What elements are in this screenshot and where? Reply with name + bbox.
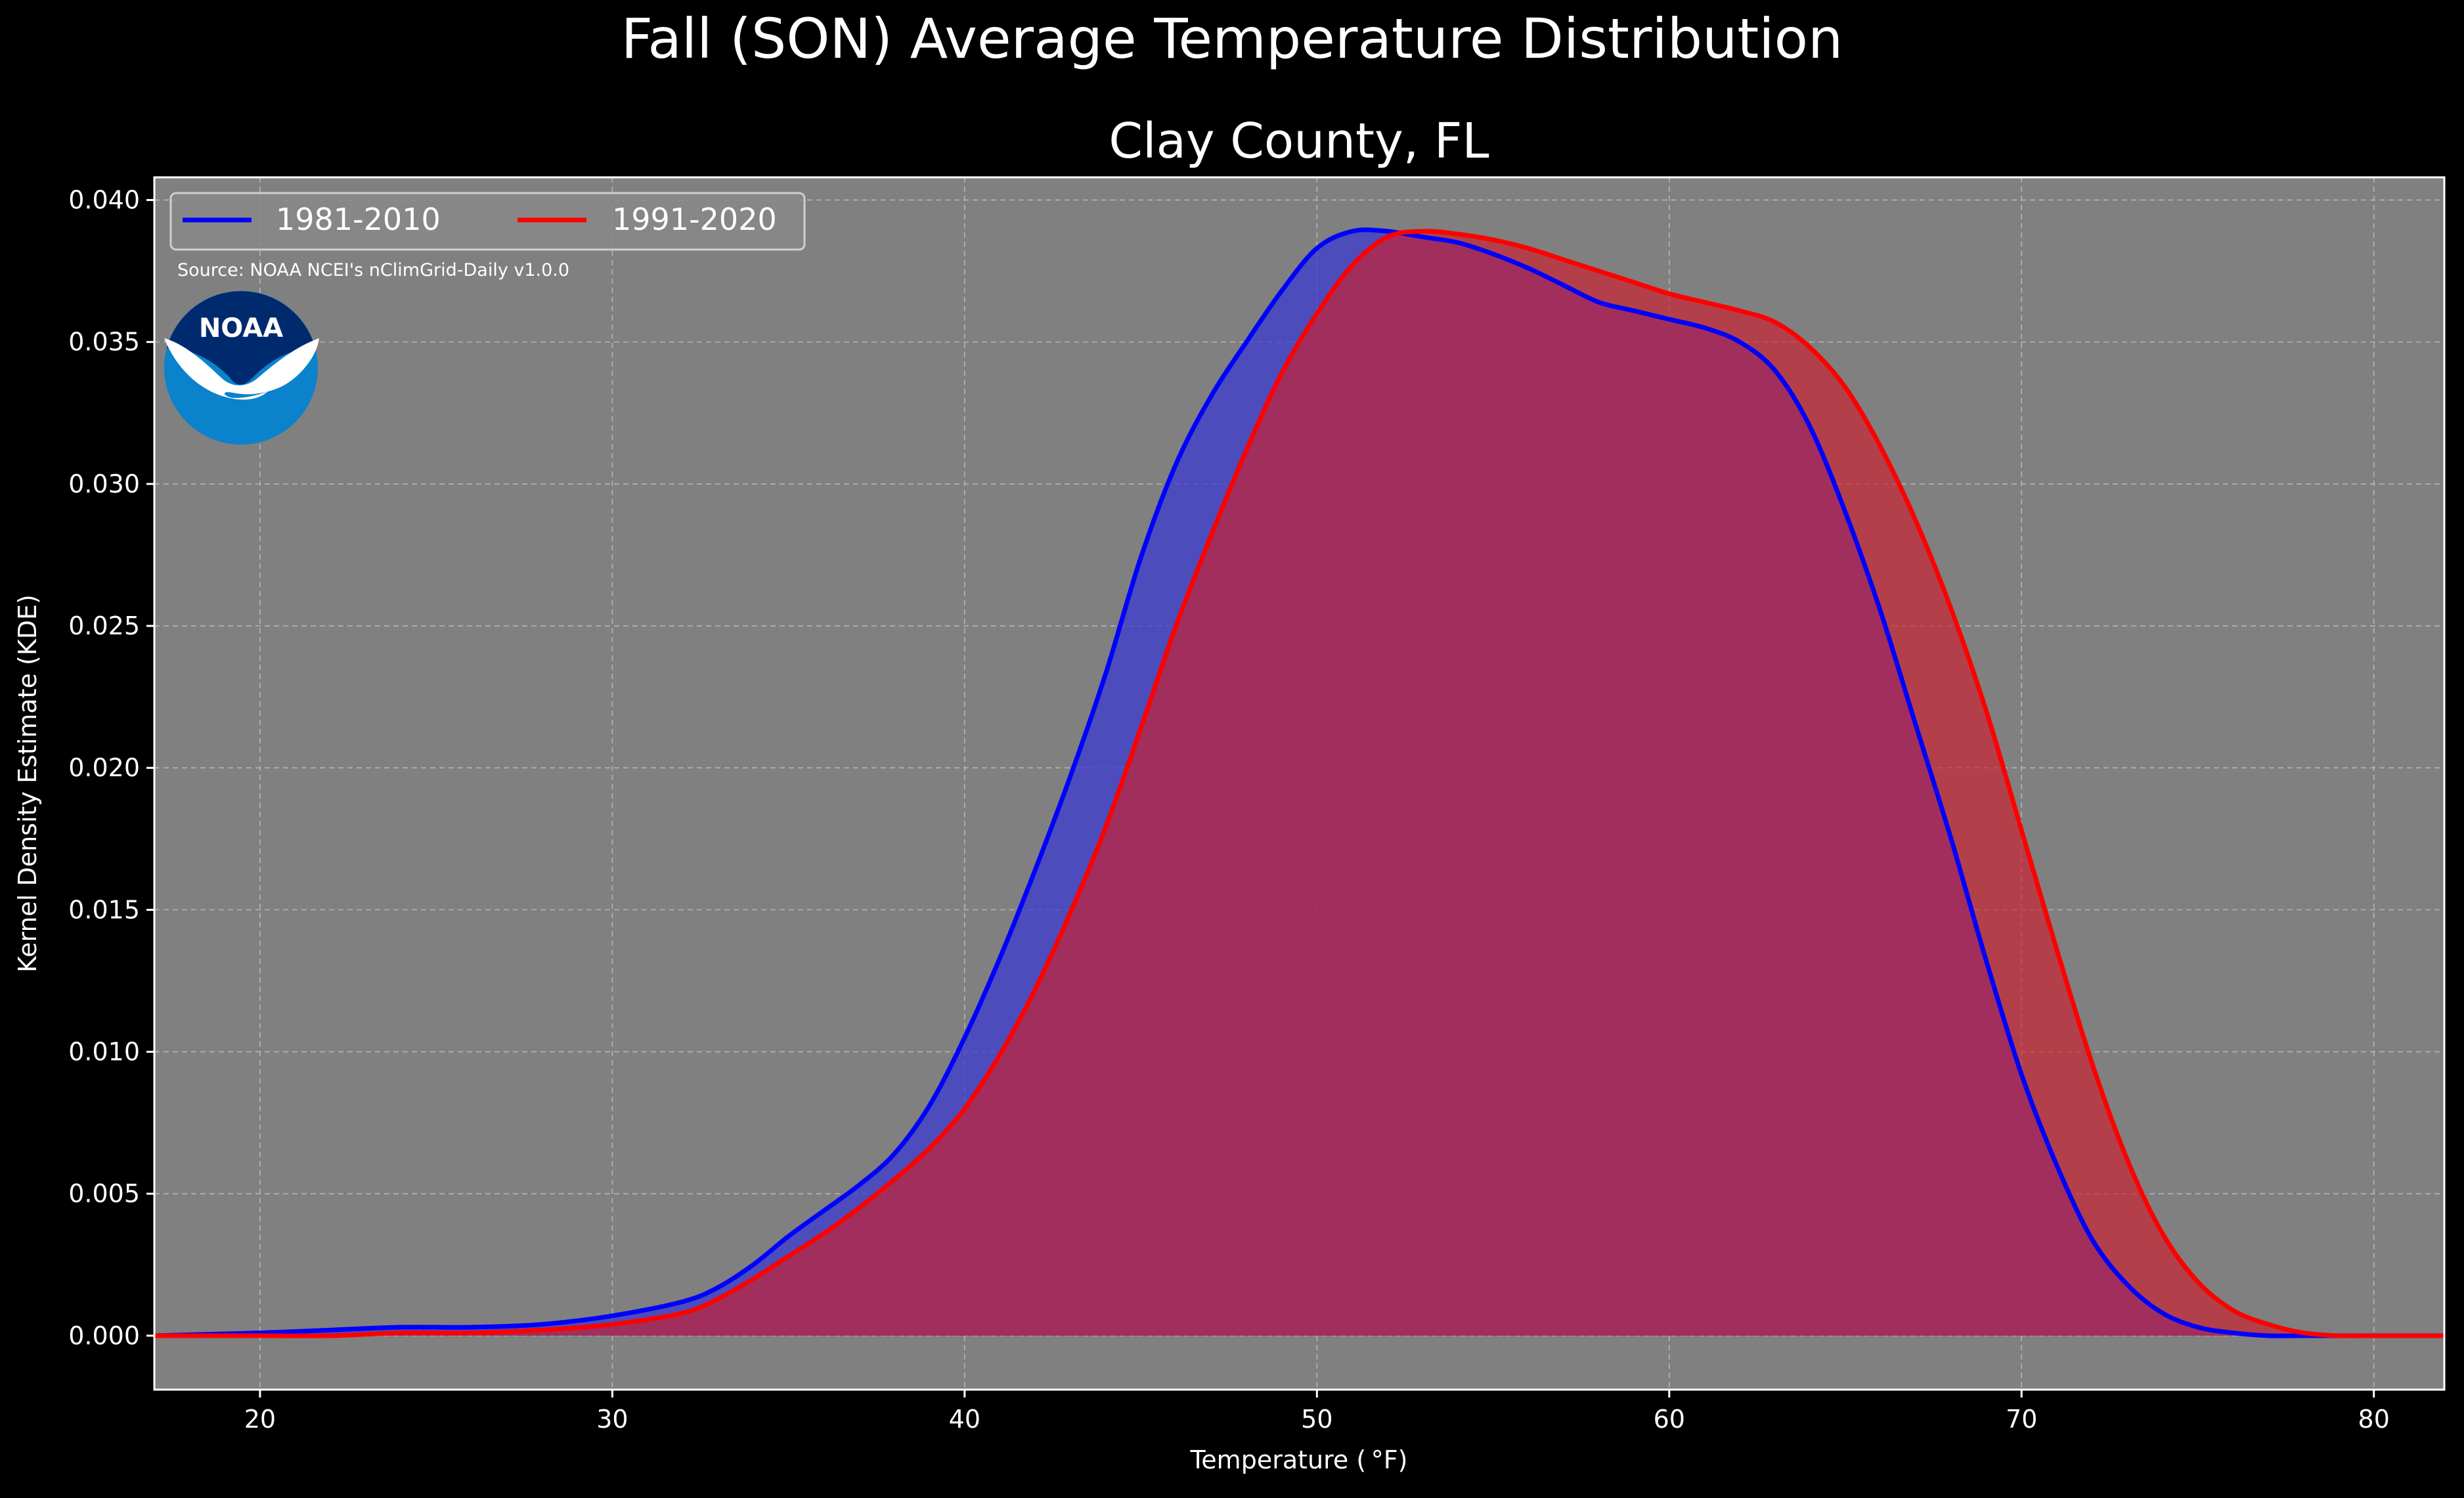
legend-box [169,192,806,251]
y-tick-label: 0.040 [68,186,140,215]
plot-area-frame [153,176,2446,1391]
y-tick-label: 0.025 [68,611,140,640]
legend-label-1991-2020: 1991-2020 [612,202,777,237]
chart-title: Clay County, FL [1109,113,1489,169]
series-line-1981-2010 [154,227,2444,1338]
series-area-1991-2020 [154,231,2444,1336]
x-axis-label: Temperature ( °F) [1190,1445,1408,1474]
noaa-logo-text: NOAA [199,313,283,343]
noaa-logo: NOAA [164,291,319,445]
x-tick-label: 50 [1301,1405,1332,1434]
y-tick-label: 0.005 [68,1179,140,1208]
series-lines [154,227,2444,1338]
x-tick-label: 70 [2006,1405,2037,1434]
series-fills [154,229,2444,1336]
x-tick-label: 80 [2358,1405,2390,1434]
y-tick-label: 0.020 [68,753,140,782]
x-tick-label: 40 [949,1405,980,1434]
noaa-logo-upper-dome [167,291,315,385]
series-line-1991-2020 [154,229,2444,1338]
legend: 1981-2010 1991-2020 [169,192,806,251]
y-tick-label: 0.035 [68,328,140,357]
x-tick-label: 30 [596,1405,628,1434]
y-tick-label: 0.030 [68,470,140,498]
legend-label-1981-2010: 1981-2010 [276,202,441,237]
x-tick-label: 20 [244,1405,276,1434]
y-axis-ticks: 0.000 0.005 0.010 0.015 0.020 0.025 0.030 0.035… [68,186,154,1350]
y-tick-label: 0.015 [68,895,140,924]
y-tick-label: 0.010 [68,1038,140,1067]
source-note: Source: NOAA NCEI's nClimGrid-Daily v1.0… [177,260,569,280]
y-axis-label: Kernel Density Estimate (KDE) [13,594,42,973]
noaa-logo-seagull-icon [164,338,319,400]
chart-suptitle: Fall (SON) Average Temperature Distribut… [621,7,1843,71]
x-axis-ticks: 20 30 40 50 60 70 80 [244,1390,2390,1434]
y-tick-label: 0.000 [68,1321,140,1350]
x-tick-label: 60 [1654,1405,1685,1434]
